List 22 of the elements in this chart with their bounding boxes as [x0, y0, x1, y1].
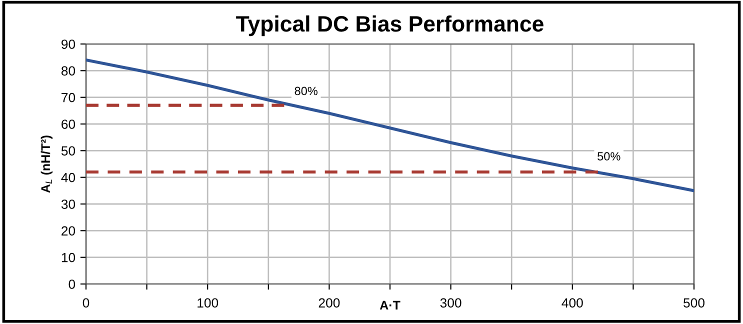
y-tick-label: 70 [62, 92, 76, 102]
x-tick-label: 0 [82, 298, 90, 308]
x-tick-label: 100 [198, 298, 218, 308]
y-tick-label: 40 [61, 172, 76, 182]
x-tick-label: 500 [684, 298, 704, 308]
line-series [86, 58, 694, 192]
annotation: 80% [294, 86, 318, 96]
y-tick-label: 50 [61, 146, 76, 156]
x-tick-label: 200 [318, 298, 340, 308]
x-tick-label: 300 [440, 298, 462, 308]
y-tick-label: 30 [61, 200, 76, 209]
y-tick-label: 0 [68, 280, 76, 289]
y-tick-label: 90 [62, 40, 76, 49]
y-tick-label: 20 [62, 226, 76, 236]
x-tick-label: 400 [562, 298, 583, 308]
y-axis-title: A$_{L}$ (nH/T²) [40, 136, 52, 193]
chart-title: Typical DC Bias Performance [236, 15, 544, 36]
annotation: 50% [598, 152, 620, 160]
x-axis-title: A·T [380, 300, 400, 310]
y-tick-label: 10 [62, 252, 76, 262]
y-tick-label: 80 [61, 66, 76, 76]
y-tick-label: 60 [62, 120, 76, 129]
